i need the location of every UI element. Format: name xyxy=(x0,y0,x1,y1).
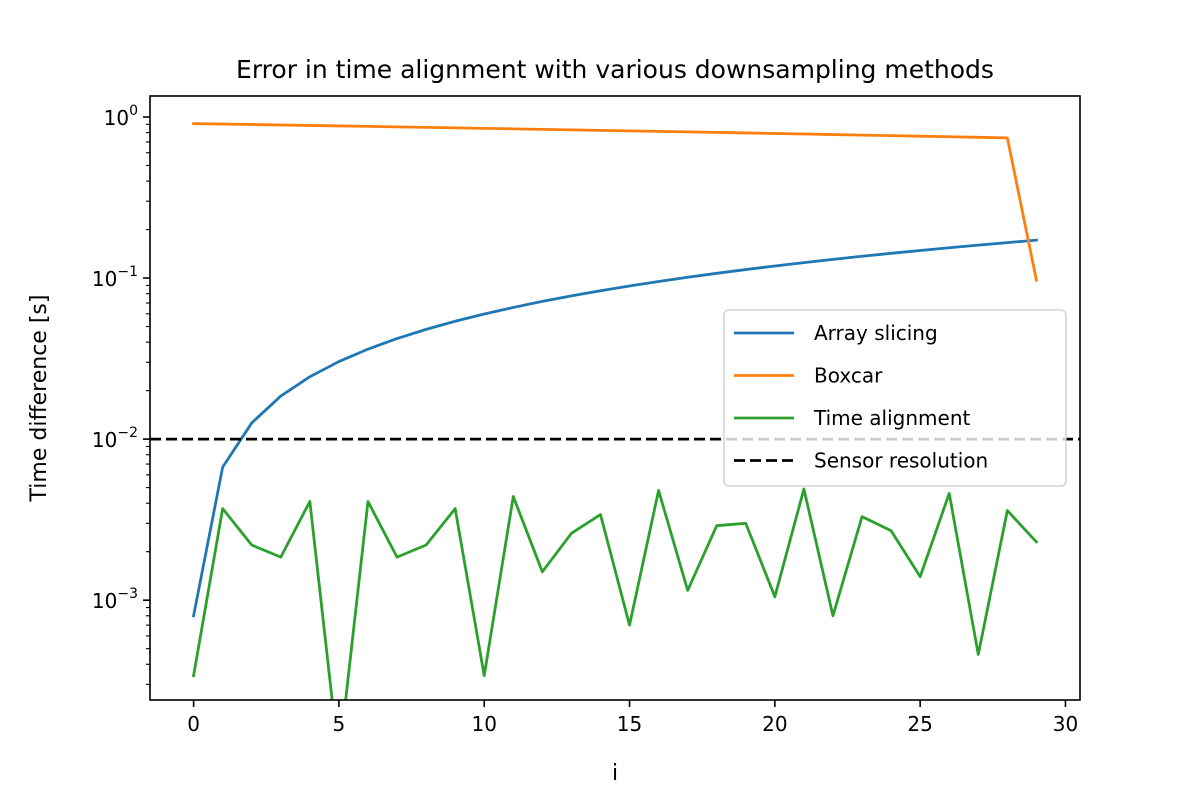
legend-label: Time alignment xyxy=(813,406,971,430)
x-tick-label: 15 xyxy=(617,712,642,736)
y-tick-label: 100 xyxy=(104,103,138,130)
x-axis: 0 5 10 15 20 25 30 xyxy=(187,700,1078,736)
y-tick-label: 10−3 xyxy=(92,586,138,613)
legend-box xyxy=(723,309,1067,487)
legend-label: Boxcar xyxy=(814,364,883,388)
x-axis-label: i xyxy=(612,761,618,786)
y-axis: 10−3 10−2 10−1 100 xyxy=(92,103,150,685)
x-tick-label: 0 xyxy=(187,712,200,736)
series-2 xyxy=(191,487,1039,700)
series-line xyxy=(191,238,1038,618)
series-line xyxy=(192,122,1039,282)
x-tick-label: 10 xyxy=(471,712,496,736)
legend: Array slicing Boxcar Time alignment Sensor … xyxy=(723,309,1067,487)
x-tick-label: 25 xyxy=(907,712,932,736)
chart-title: Error in time alignment with various dow… xyxy=(236,55,994,84)
y-tick-label: 10−2 xyxy=(92,425,138,452)
y-tick-label: 10−1 xyxy=(92,264,138,291)
series-line xyxy=(191,487,1039,700)
x-tick-label: 30 xyxy=(1053,712,1078,736)
y-axis-label: Time difference [s] xyxy=(27,295,52,503)
plot-frame xyxy=(149,95,1081,701)
legend-label: Sensor resolution xyxy=(814,449,988,473)
series-0 xyxy=(191,238,1038,618)
series-1 xyxy=(192,122,1039,282)
x-tick-label: 5 xyxy=(333,712,346,736)
legend-label: Array slicing xyxy=(814,321,938,345)
x-tick-label: 20 xyxy=(762,712,787,736)
